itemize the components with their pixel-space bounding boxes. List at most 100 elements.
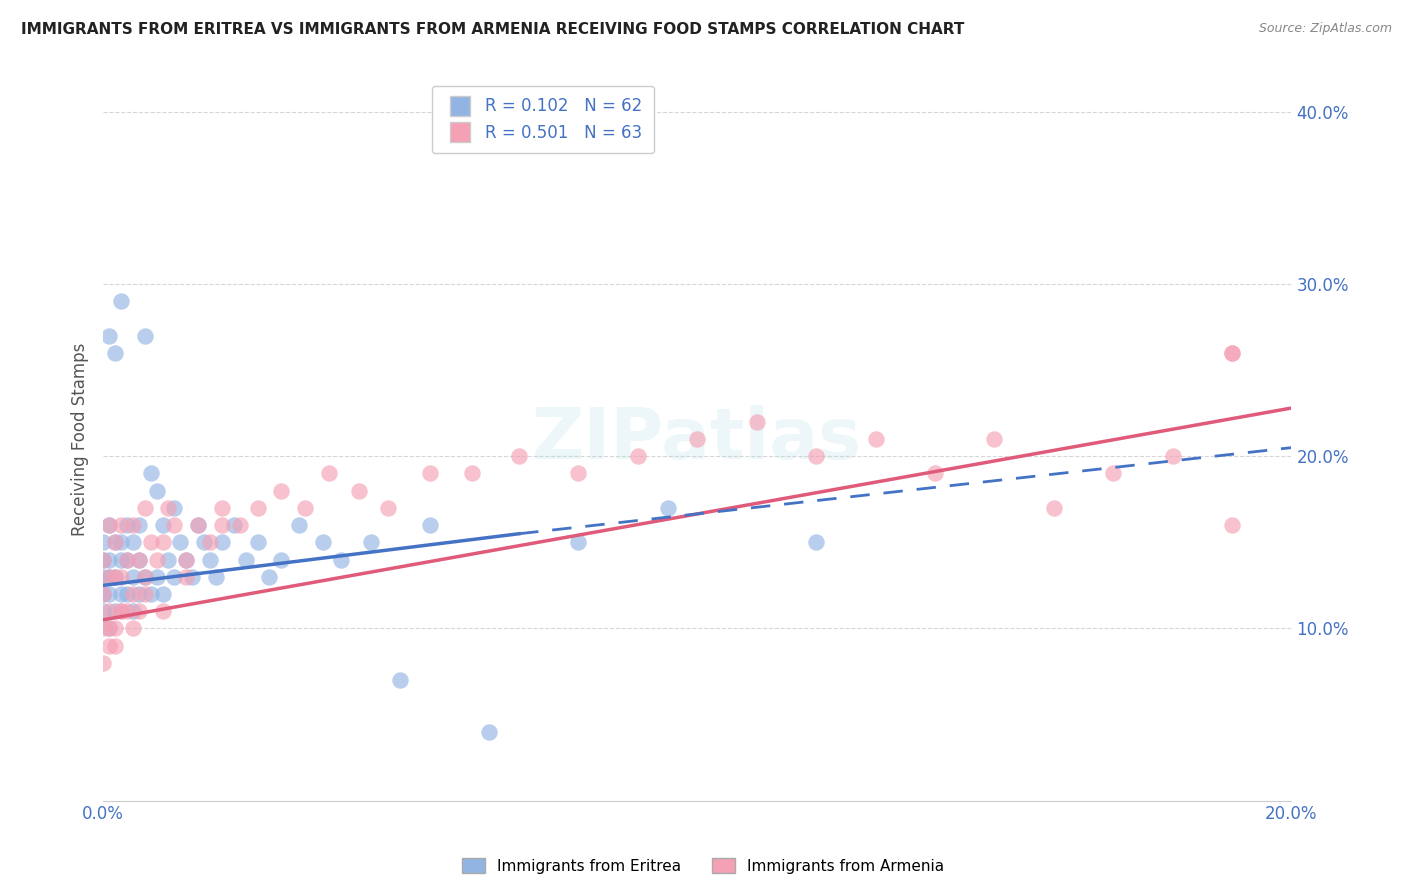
Point (163, 570, 186, 584)
Point (98, 570, 121, 584)
Point (347, 483, 370, 498)
Point (229, 518, 252, 533)
Point (176, 570, 198, 584)
Point (98, 604, 121, 618)
Point (110, 535, 132, 549)
Text: Source: ZipAtlas.com: Source: ZipAtlas.com (1258, 22, 1392, 36)
Point (115, 552, 138, 566)
Point (115, 518, 138, 533)
Point (91, 535, 114, 549)
Point (152, 587, 174, 601)
Point (176, 552, 198, 566)
Point (121, 622, 143, 636)
Point (115, 552, 138, 566)
Point (98, 328, 121, 343)
Point (98, 552, 121, 566)
Point (98, 622, 121, 636)
Point (145, 483, 167, 498)
Point (98, 622, 121, 636)
Point (318, 467, 340, 481)
Point (121, 587, 143, 601)
Point (211, 535, 233, 549)
Point (1220, 346, 1243, 360)
Point (91, 587, 114, 601)
Point (104, 346, 127, 360)
Point (211, 518, 233, 533)
Point (104, 535, 127, 549)
Point (508, 449, 530, 463)
Point (115, 587, 138, 601)
Point (389, 673, 412, 687)
Point (804, 449, 827, 463)
Point (110, 518, 132, 533)
Point (152, 604, 174, 618)
Point (288, 518, 311, 533)
Point (294, 500, 316, 515)
Point (104, 639, 127, 653)
Point (176, 552, 198, 566)
Point (1042, 500, 1064, 515)
Point (98, 518, 121, 533)
Point (181, 570, 204, 584)
Point (460, 467, 482, 481)
Point (419, 467, 441, 481)
Point (270, 552, 292, 566)
Point (627, 449, 650, 463)
Point (804, 535, 827, 549)
Point (134, 328, 156, 343)
Point (246, 500, 269, 515)
Point (157, 552, 180, 566)
Legend: Immigrants from Eritrea, Immigrants from Armenia: Immigrants from Eritrea, Immigrants from… (456, 852, 950, 880)
Point (139, 535, 162, 549)
Point (745, 415, 768, 429)
Point (1220, 518, 1243, 533)
Point (139, 587, 162, 601)
Point (104, 570, 127, 584)
Point (110, 604, 132, 618)
Legend: R = 0.102   N = 62, R = 0.501   N = 63: R = 0.102 N = 62, R = 0.501 N = 63 (432, 86, 654, 153)
Point (134, 587, 156, 601)
Point (128, 518, 150, 533)
Point (128, 604, 150, 618)
Point (91, 570, 114, 584)
Point (983, 432, 1005, 446)
Point (163, 518, 186, 533)
Point (259, 570, 281, 584)
Point (115, 604, 138, 618)
Point (104, 622, 127, 636)
Point (110, 587, 132, 601)
Point (91, 552, 114, 566)
Point (152, 518, 174, 533)
Point (157, 500, 180, 515)
Point (128, 552, 150, 566)
Point (110, 552, 132, 566)
Point (246, 535, 269, 549)
Point (1161, 449, 1184, 463)
Point (128, 587, 150, 601)
Point (145, 570, 167, 584)
Point (419, 518, 441, 533)
Point (104, 535, 127, 549)
Point (121, 535, 143, 549)
Point (91, 656, 114, 670)
Point (567, 535, 589, 549)
Point (110, 570, 132, 584)
Point (139, 467, 162, 481)
Point (270, 483, 292, 498)
Point (329, 552, 352, 566)
Point (91, 622, 114, 636)
Point (235, 552, 257, 566)
Point (222, 518, 245, 533)
Point (98, 587, 121, 601)
Point (657, 500, 679, 515)
Text: IMMIGRANTS FROM ERITREA VS IMMIGRANTS FROM ARMENIA RECEIVING FOOD STAMPS CORRELA: IMMIGRANTS FROM ERITREA VS IMMIGRANTS FR… (21, 22, 965, 37)
Point (198, 552, 221, 566)
Point (312, 535, 335, 549)
Point (145, 552, 167, 566)
Point (169, 535, 191, 549)
Point (91, 604, 114, 618)
Point (865, 432, 887, 446)
Point (1220, 346, 1243, 360)
Point (1102, 467, 1125, 481)
Point (686, 432, 709, 446)
